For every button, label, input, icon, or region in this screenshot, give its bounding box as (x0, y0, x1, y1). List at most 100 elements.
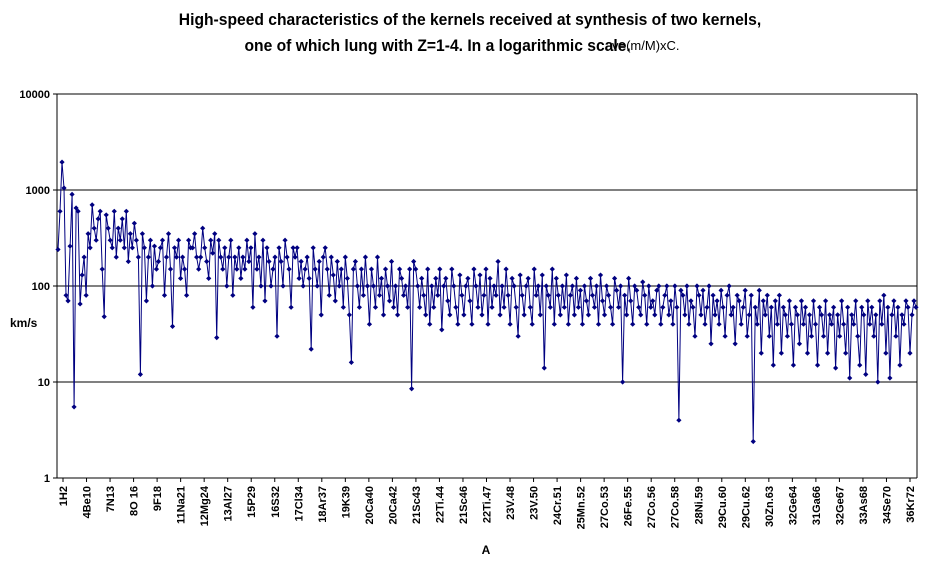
data-point (497, 312, 503, 318)
data-point (698, 312, 704, 318)
data-point (276, 245, 282, 251)
data-point (133, 237, 139, 243)
data-point (417, 304, 423, 310)
data-point (344, 275, 350, 281)
data-point (684, 283, 690, 289)
data-point (61, 185, 67, 191)
data-point (374, 254, 381, 260)
x-tick-label: 21Sc46 (458, 486, 470, 524)
data-point (246, 258, 252, 265)
data-point (306, 275, 312, 281)
data-point (857, 362, 863, 368)
data-point (137, 371, 143, 377)
data-point (839, 298, 845, 304)
x-tick-labels: 1H2 4Be10 7N13 8O 16 9F18 11Na21 12Mg24 13Al27 1… (58, 485, 917, 529)
data-point (672, 283, 678, 289)
data-point (163, 254, 170, 260)
data-point (457, 272, 463, 278)
data-point (851, 321, 857, 327)
data-point (143, 298, 150, 304)
x-tick-label: 36Kr72 (905, 486, 917, 523)
data-point (109, 245, 115, 251)
data-point (670, 321, 676, 327)
data-point (595, 321, 602, 327)
y-tick-label: 1000 (26, 185, 50, 197)
data-point (248, 245, 254, 251)
data-point (650, 298, 656, 304)
data-points (55, 159, 919, 445)
data-point (865, 298, 871, 304)
data-point (352, 258, 358, 265)
data-point (664, 283, 670, 289)
data-point (372, 304, 379, 310)
data-point (125, 258, 131, 265)
data-point (616, 304, 622, 310)
data-point (364, 283, 371, 289)
data-point (139, 231, 145, 237)
data-point (252, 231, 258, 237)
x-tick-label: 16S32 (270, 486, 282, 518)
data-point (760, 298, 766, 304)
y-tick-label: 10000 (19, 89, 50, 101)
data-point (175, 237, 182, 243)
formula-label: v=(m/M)xC. (612, 38, 680, 53)
data-point (117, 237, 123, 243)
data-point (405, 304, 411, 310)
data-point (370, 283, 377, 289)
data-point (407, 266, 413, 272)
data-point (519, 292, 525, 298)
data-point (702, 321, 708, 327)
data-point (891, 298, 897, 304)
data-point (489, 304, 495, 310)
data-point (585, 312, 592, 318)
data-point (628, 298, 634, 304)
data-point (471, 266, 477, 272)
data-point (59, 159, 65, 165)
x-tick-label: 30Zn.63 (764, 486, 776, 527)
data-point (411, 258, 417, 265)
chart-title-line1: High-speed characteristics of the kernel… (178, 10, 762, 29)
data-point (256, 254, 262, 260)
data-point (638, 312, 644, 318)
data-point (724, 292, 730, 298)
data-point (903, 298, 909, 304)
data-point (897, 362, 903, 368)
x-tick-label: 25Mn.52 (576, 486, 588, 529)
data-point (692, 333, 698, 339)
data-point (284, 254, 290, 260)
chart-title-line2: one of which lung with Z=1-4. In a logar… (244, 36, 631, 55)
data-point (521, 312, 527, 318)
data-point (792, 304, 799, 310)
data-point (228, 237, 234, 243)
data-point (895, 304, 901, 310)
data-point (415, 283, 421, 289)
data-point (230, 292, 236, 298)
data-point (788, 321, 795, 327)
data-point (716, 321, 722, 327)
data-point (835, 312, 841, 318)
data-point (609, 321, 616, 327)
data-point (165, 231, 172, 237)
data-point (553, 275, 559, 281)
data-point (706, 283, 712, 289)
data-point (833, 365, 839, 371)
data-point (483, 266, 489, 272)
data-point (169, 323, 176, 329)
data-point (555, 292, 561, 298)
data-point (658, 321, 664, 327)
data-point (577, 287, 584, 293)
data-point (800, 321, 807, 327)
data-point (390, 304, 397, 310)
data-point (354, 283, 360, 289)
data-point (461, 312, 467, 318)
data-point (682, 312, 688, 318)
data-point (648, 304, 654, 310)
data-point (131, 220, 137, 226)
data-point (463, 283, 469, 289)
data-point (543, 283, 549, 289)
data-point (573, 275, 580, 281)
data-point (597, 272, 604, 278)
data-point (376, 292, 383, 298)
data-point (535, 283, 541, 289)
x-tick-label: 23V.50 (529, 486, 541, 520)
